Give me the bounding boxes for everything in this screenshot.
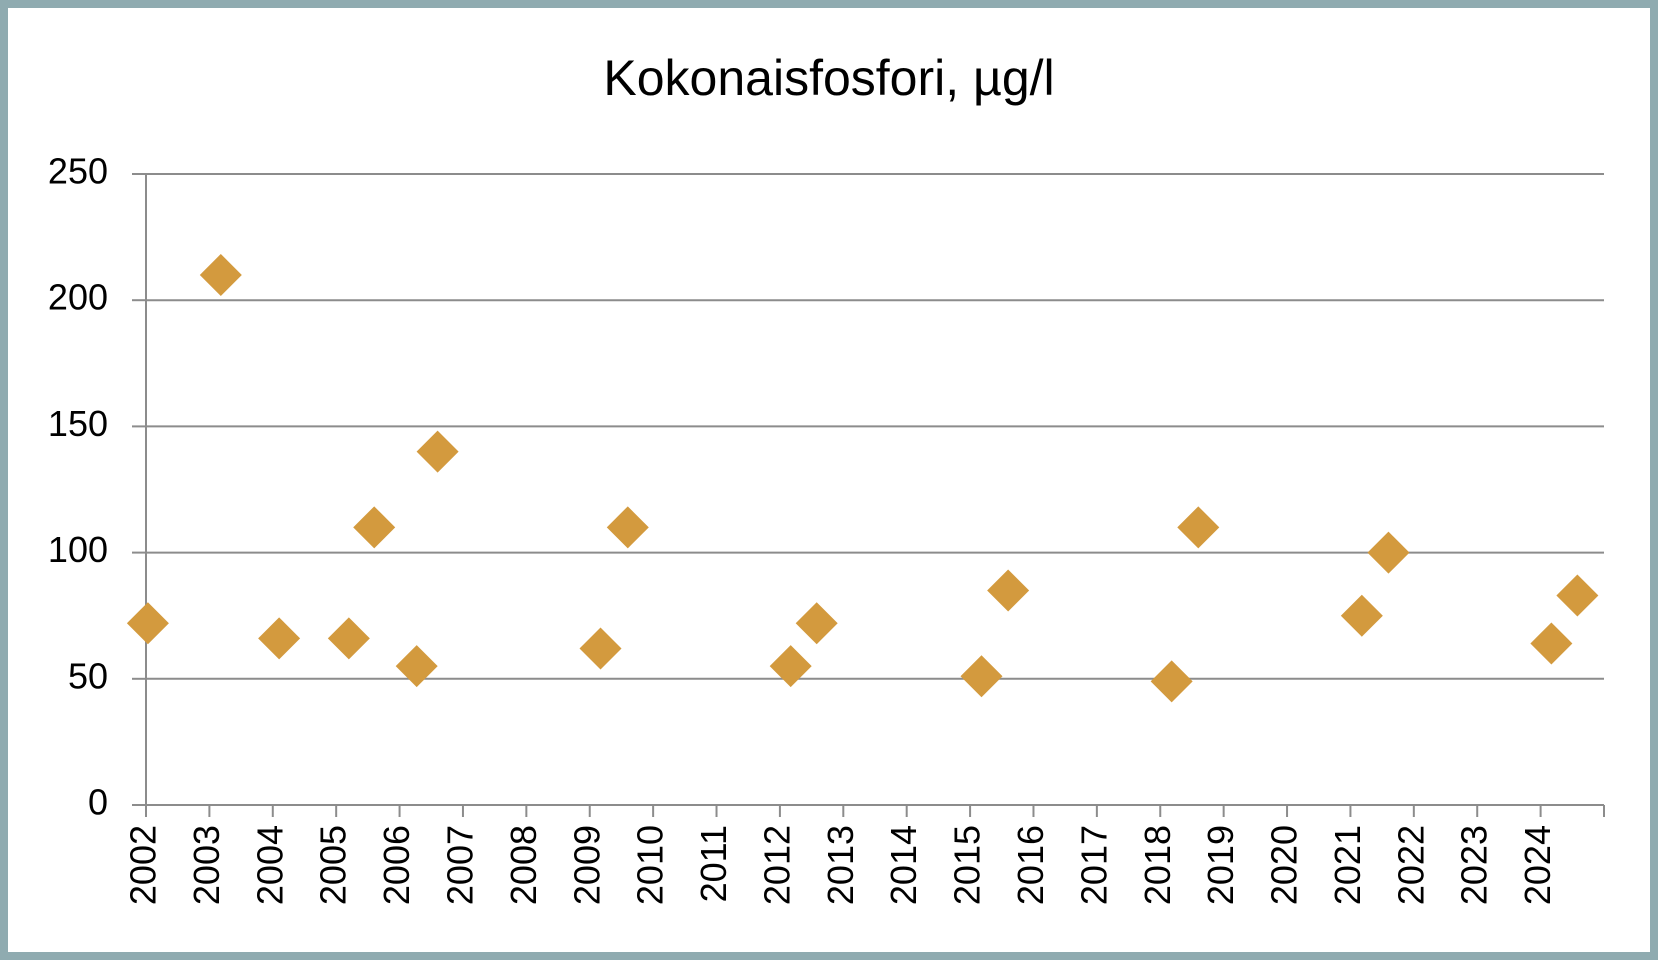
point: [769, 645, 812, 688]
point: [960, 655, 1003, 698]
x-tick-label: 2013: [820, 825, 861, 905]
x-tick-label: 2012: [756, 825, 797, 905]
y-tick-label: 0: [88, 782, 108, 823]
chart-title: Kokonaisfosfori, µg/l: [603, 50, 1054, 106]
x-tick-label: 2009: [566, 825, 607, 905]
point: [795, 602, 838, 645]
point: [1367, 531, 1410, 574]
point: [1150, 660, 1193, 703]
x-tick-label: 2003: [186, 825, 227, 905]
x-tick-label: 2023: [1454, 825, 1495, 905]
y-tick-label: 250: [48, 151, 108, 192]
y-tick-label: 100: [48, 529, 108, 570]
x-tick-label: 2015: [947, 825, 988, 905]
y-tick-label: 200: [48, 277, 108, 318]
x-tick-label: 2006: [376, 825, 417, 905]
point: [395, 645, 438, 688]
point: [353, 506, 396, 549]
point: [258, 617, 301, 660]
x-tick-label: 2008: [503, 825, 544, 905]
point: [1556, 574, 1599, 617]
x-tick-label: 2020: [1264, 825, 1305, 905]
y-tick-label: 50: [68, 655, 108, 696]
x-tick-label: 2010: [630, 825, 671, 905]
x-tick-label: 2021: [1327, 825, 1368, 905]
point: [416, 430, 459, 473]
point: [987, 569, 1030, 612]
point: [199, 253, 242, 296]
x-tick-label: 2011: [693, 825, 734, 902]
x-tick-label: 2004: [249, 825, 290, 905]
point: [606, 506, 649, 549]
x-tick-label: 2014: [883, 825, 924, 905]
point: [579, 627, 622, 670]
point: [1177, 506, 1220, 549]
x-tick-label: 2019: [1200, 825, 1241, 905]
point: [1340, 594, 1383, 637]
point: [327, 617, 370, 660]
x-tick-label: 2018: [1137, 825, 1178, 905]
x-tick-label: 2002: [123, 825, 164, 905]
x-tick-label: 2024: [1517, 825, 1558, 905]
point: [126, 602, 169, 645]
x-tick-label: 2005: [313, 825, 354, 905]
x-tick-label: 2022: [1390, 825, 1431, 905]
x-tick-label: 2007: [439, 825, 480, 905]
y-tick-label: 150: [48, 403, 108, 444]
point: [1530, 622, 1573, 665]
x-tick-label: 2016: [1010, 825, 1051, 905]
x-tick-label: 2017: [1073, 825, 1114, 905]
